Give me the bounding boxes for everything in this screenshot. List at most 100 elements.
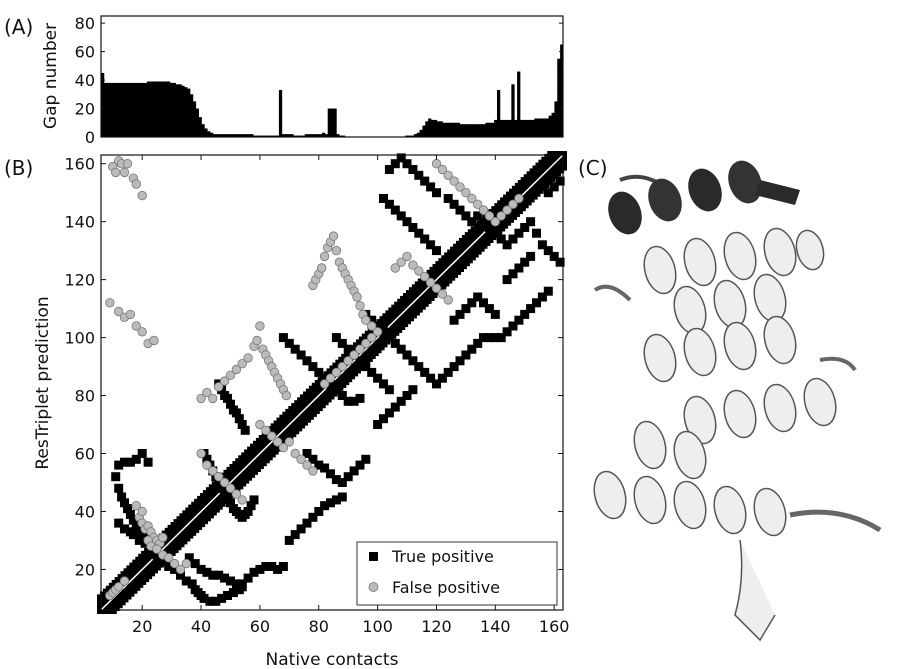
gap-bar [138,82,142,137]
true-positive-point [184,553,194,563]
gap-bar [195,108,199,137]
strand-bottom [734,539,776,642]
gap-bar [121,82,125,137]
true-positive-point [355,356,365,366]
true-positive-point [461,211,471,221]
true-positive-point [243,507,253,516]
true-positive-point [320,463,330,473]
true-positive-point [308,362,318,372]
true-positive-point [514,315,524,325]
false-positive-point [437,289,448,299]
true-positive-point [202,454,212,464]
false-positive-point [131,179,142,189]
true-positive-point [537,240,547,250]
true-positive-point [514,228,524,238]
y-tick-label-a: 20 [75,100,95,119]
gap-bar [505,119,509,137]
false-positive-point [213,472,224,482]
panel-label-b: (B) [4,156,33,180]
true-positive-point [479,298,488,308]
gap-bar [491,122,495,137]
gap-bar [218,134,222,137]
y-tick-label-b: 120 [64,271,95,290]
true-positive-point [414,228,424,238]
true-positive-point [337,478,347,487]
gap-bar [433,119,438,137]
gap-bar [310,134,314,137]
true-positive-point [120,524,129,534]
gap-bar [485,122,489,137]
true-positive-point [164,562,174,571]
false-positive-point [131,501,142,511]
false-positive-point [125,309,136,320]
false-positive-point [367,332,377,343]
x-tick-label-b: 140 [480,617,511,636]
true-positive-point [537,292,547,302]
true-positive-point [384,408,394,418]
false-positive-point [137,506,147,517]
gap-bar [270,135,274,137]
false-positive-point [478,205,489,215]
x-tick-label-b: 20 [132,617,152,636]
true-positive-point [520,223,530,232]
false-positive-point [137,190,147,201]
false-positive-point [414,266,424,276]
gap-bar [319,134,323,137]
gap-bar [250,134,254,137]
gap-bar [284,134,288,137]
true-positive-point [131,521,141,531]
true-positive-point [114,483,124,493]
true-positive-point [467,298,477,308]
false-positive-point [255,419,265,430]
gap-bar [118,82,122,137]
true-positive-point [361,454,371,464]
gap-bar [445,122,449,137]
true-positive-point [343,472,353,482]
gap-bar [321,132,326,137]
gap-bar [522,119,527,137]
protein-structure-illustration [593,160,882,642]
gap-bar [141,82,145,137]
true-positive-point [543,188,553,198]
gap-bar [408,135,412,137]
true-positive-point [349,466,359,476]
true-positive-point [484,223,494,232]
gap-bar [479,124,484,137]
true-positive-point [384,385,394,395]
true-positive-point [402,391,412,400]
true-positive-point [120,498,129,508]
false-positive-point [328,231,339,241]
true-positive-point [390,402,400,412]
false-positive-point [355,344,365,354]
gap-bar [106,82,111,137]
true-positive-point [137,449,147,458]
true-positive-point [217,593,227,603]
true-positive-point [502,240,512,250]
gap-bar [144,82,148,137]
gap-bar [339,135,343,137]
true-positive-point [449,199,459,209]
true-positive-point [467,217,477,227]
true-positive-point [490,333,500,343]
y-tick-label-b: 60 [75,445,95,464]
true-positive-point [526,217,536,227]
false-positive-point [219,376,230,386]
false-positive-point [496,211,506,221]
true-positive-point [237,420,247,429]
gap-bar [281,134,286,137]
gap-bar [534,118,538,137]
legend-false-positive-label: False positive [392,578,500,597]
true-positive-point [496,234,506,244]
false-positive-point [343,356,353,366]
false-positive-point [122,158,133,169]
true-positive-point [128,515,138,525]
y-tick-label-b: 40 [75,502,95,521]
gap-bar [545,118,550,137]
gap-bar [336,134,340,137]
true-positive-point [226,576,235,586]
gap-bar [330,108,334,137]
gap-bar [155,81,159,137]
legend-true-positive-label: True positive [391,547,494,566]
false-positive-point [484,211,495,221]
gap-bar [551,112,555,137]
